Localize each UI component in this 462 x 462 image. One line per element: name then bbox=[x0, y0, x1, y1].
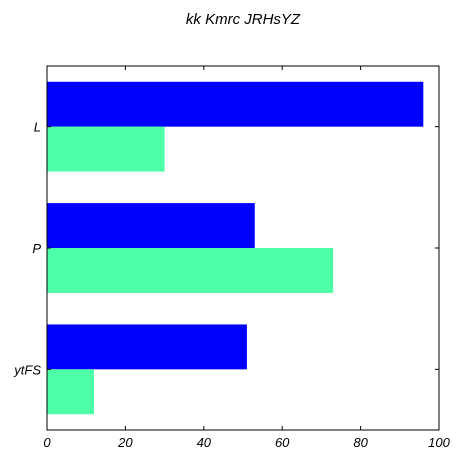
plot-frame bbox=[46, 65, 440, 431]
x-tick-label: 0 bbox=[43, 435, 51, 450]
bar-ytFS-series-1 bbox=[47, 324, 247, 370]
bar-ytFS-series-2 bbox=[47, 369, 95, 415]
bar-L-series-2 bbox=[47, 126, 165, 172]
bar-P-series-1 bbox=[47, 203, 255, 248]
y-tick-label: P bbox=[32, 241, 41, 256]
bar-P-series-2 bbox=[47, 248, 334, 293]
x-tick-label: 100 bbox=[428, 435, 450, 450]
y-tick-label: ytFS bbox=[13, 362, 41, 377]
chart-title: kk Kmrc JRHsYZ bbox=[186, 11, 301, 28]
bar-L-series-1 bbox=[47, 81, 424, 127]
x-axis-ticks: 0 20 40 60 80 100 bbox=[43, 66, 451, 450]
bars-group bbox=[47, 81, 424, 415]
x-tick-label: 80 bbox=[353, 435, 368, 450]
y-tick-label: L bbox=[34, 120, 41, 135]
x-tick-label: 60 bbox=[275, 435, 290, 450]
x-tick-label: 20 bbox=[117, 435, 133, 450]
x-tick-label: 40 bbox=[197, 435, 212, 450]
